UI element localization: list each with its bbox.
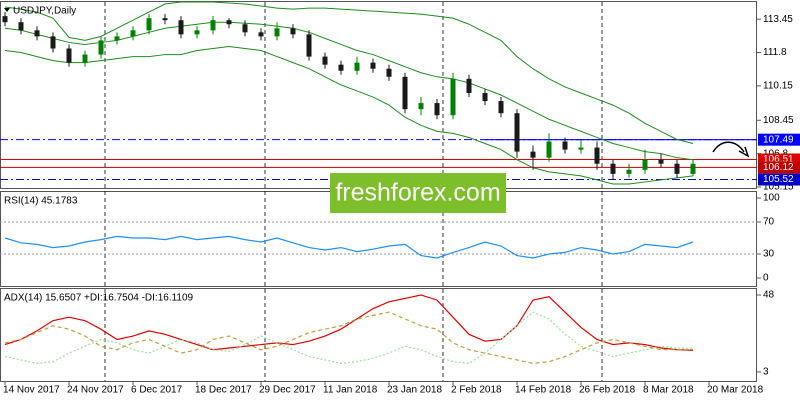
candle-body <box>658 159 664 164</box>
series-line <box>4 311 694 364</box>
candle-body <box>2 16 8 23</box>
candle-body <box>130 30 136 37</box>
y-tick-label: 108.45 <box>763 115 794 126</box>
level-label: 105.52 <box>763 174 794 185</box>
candle-body <box>370 62 376 69</box>
candle-body <box>482 92 488 102</box>
level-label: 106.12 <box>763 162 794 173</box>
candle-body <box>178 20 184 35</box>
x-tick-label: 11 Jan 2018 <box>323 385 378 396</box>
candle-body <box>274 28 280 37</box>
y-tick-label: 105.15 <box>763 182 794 193</box>
level-label-box <box>758 161 800 174</box>
candle-body <box>434 103 440 116</box>
series-line <box>4 294 694 351</box>
candle-body <box>210 20 216 31</box>
forecast-arrow <box>712 141 745 153</box>
candle-body <box>546 141 552 158</box>
candle-body <box>34 30 40 37</box>
panel-0: 113.45111.8110.15108.45106.8105.15107.49… <box>0 1 800 193</box>
candle-body <box>290 28 296 35</box>
candle-body <box>450 78 456 116</box>
level-label: 107.49 <box>763 134 794 145</box>
forecast-arrow-head <box>738 146 750 158</box>
level-label-box <box>758 173 800 186</box>
candle-body <box>242 24 248 33</box>
title-marker <box>4 8 10 12</box>
panel-title: RSI(14) 45.1783 <box>4 196 78 207</box>
candle-body <box>626 169 632 174</box>
x-tick-label: 18 Dec 2017 <box>195 385 252 396</box>
candle-body <box>402 76 408 110</box>
candle-body <box>418 103 424 110</box>
candle-body <box>114 36 120 41</box>
candle-body <box>642 159 648 170</box>
candle-body <box>82 54 88 63</box>
panel-2: 48 3 14 Nov 2017 24 Nov 2017 6 Dec 2017 18 De… <box>3 290 775 396</box>
y-tick-label: 110.15 <box>763 81 793 92</box>
watermark: freshforex.com <box>335 179 500 207</box>
candle-body <box>562 141 568 150</box>
x-tick-label: 14 Feb 2018 <box>515 385 572 396</box>
candle-body <box>466 78 472 93</box>
y-tick-label: 70 <box>763 217 775 228</box>
y-tick-label: 113.45 <box>763 14 793 25</box>
candle-body <box>514 113 520 152</box>
series-line <box>4 311 694 365</box>
candle-body <box>386 68 392 77</box>
candle-body <box>162 18 168 21</box>
panel-1: 100 70 30 0 RSI(14) 45.1783 <box>0 193 780 284</box>
series-line <box>4 235 694 259</box>
level-label-box <box>758 133 800 146</box>
candle-body <box>498 101 504 114</box>
series-line <box>4 21 694 161</box>
candle-body <box>530 151 536 158</box>
candle-body <box>594 147 600 164</box>
y-tick-label: 111.8 <box>763 47 787 58</box>
x-tick-label: 23 Jan 2018 <box>387 385 442 396</box>
y-tick-label: 3 <box>763 367 769 378</box>
x-tick-label: 24 Nov 2017 <box>67 385 124 396</box>
panel-title: USDJPY,Daily <box>13 6 76 17</box>
y-tick-label: 30 <box>763 249 775 260</box>
candle-body <box>338 64 344 71</box>
candle-body <box>306 34 312 57</box>
candle-body <box>674 163 680 174</box>
candle-body <box>98 40 104 55</box>
x-tick-label: 2 Feb 2018 <box>451 385 502 396</box>
candle-body <box>50 36 56 49</box>
y-tick-label: 100 <box>763 193 780 204</box>
candle-body <box>354 62 360 71</box>
candle-body <box>226 20 232 25</box>
y-tick-label: 48 <box>763 290 775 301</box>
x-tick-label: 8 Mar 2018 <box>643 385 694 396</box>
candle-body <box>258 32 264 37</box>
watermark-box <box>330 173 506 213</box>
x-tick-label: 14 Nov 2017 <box>3 385 60 396</box>
x-tick-label: 29 Dec 2017 <box>259 385 316 396</box>
series-line <box>4 45 694 185</box>
series-line <box>4 1 694 145</box>
panel-title: ADX(14) 15.6507 +DI:16.7504 -DI:16.1109 <box>4 293 194 304</box>
candle-body <box>194 30 200 35</box>
y-tick-label: 0 <box>763 273 769 284</box>
candle-body <box>690 163 696 174</box>
candle-body <box>578 147 584 150</box>
candle-body <box>322 56 328 65</box>
x-tick-label: 26 Feb 2018 <box>579 385 636 396</box>
adx-panel <box>0 288 757 382</box>
x-tick-label: 6 Dec 2017 <box>131 385 183 396</box>
level-label: 106.51 <box>763 154 794 165</box>
x-tick-label: 20 Mar 2018 <box>707 385 764 396</box>
candle-body <box>146 18 152 31</box>
candle-body <box>18 22 24 31</box>
candle-body <box>610 163 616 174</box>
candle-body <box>66 48 72 63</box>
